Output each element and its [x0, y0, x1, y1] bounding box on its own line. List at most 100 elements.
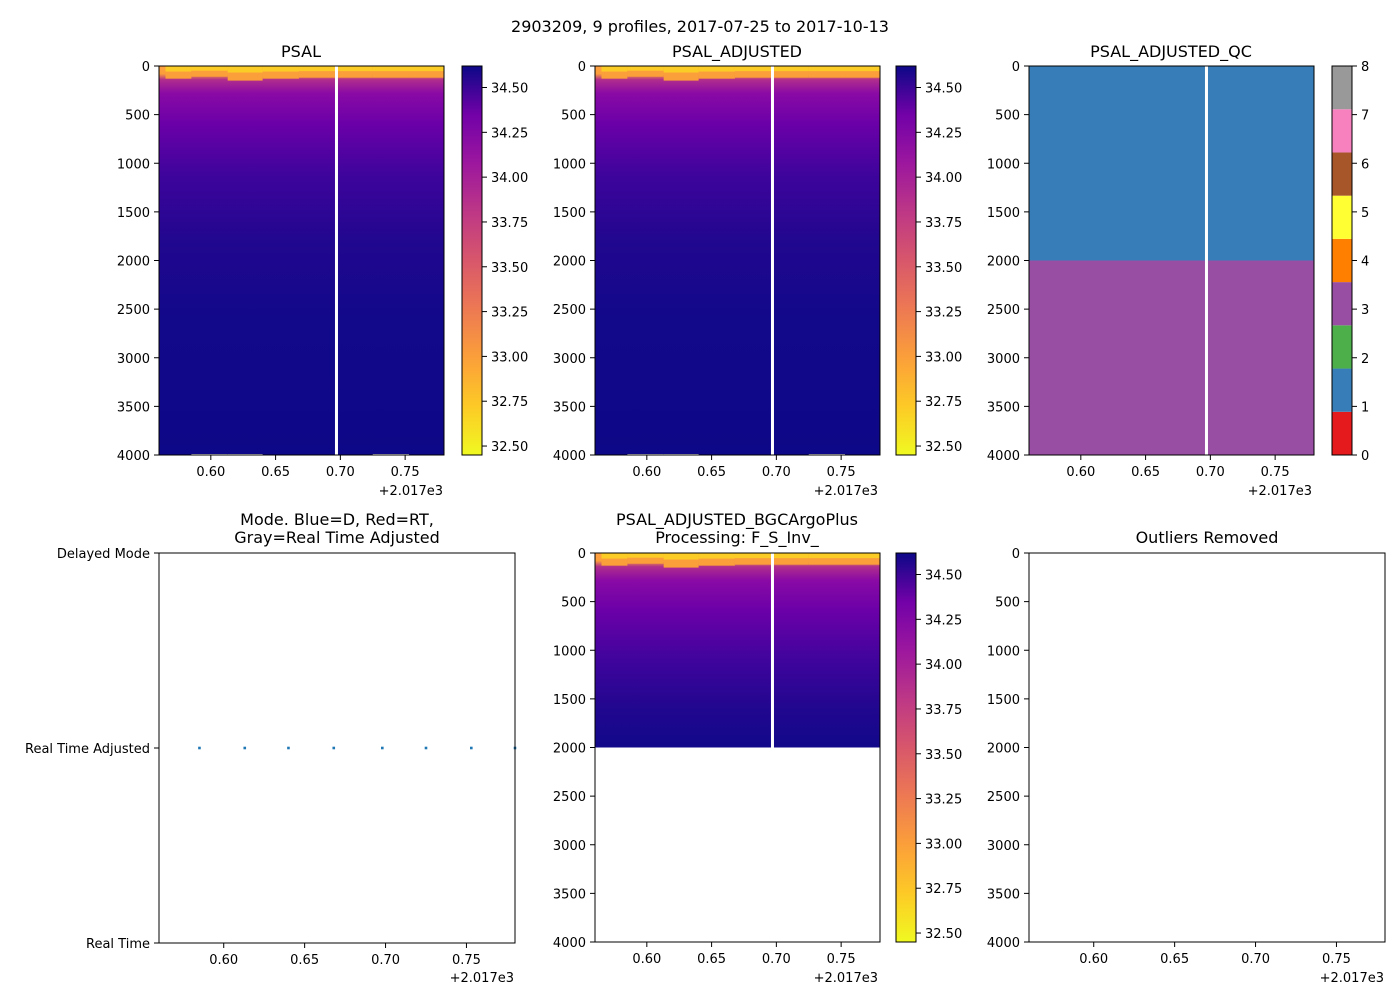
- panel-psal-ytick-label: 500: [125, 109, 150, 124]
- panel-psal-xtick-label: 0.65: [261, 465, 290, 480]
- panel-bgc-ytick-label: 3000: [553, 839, 586, 854]
- panel-bgc-heat-body: [595, 553, 880, 748]
- panel-bgc-missing-profile-gap: [770, 553, 774, 748]
- panel-psal-surface-top: [191, 66, 228, 71]
- panel-psal-qc-title: PSAL_ADJUSTED_QC: [1090, 42, 1252, 62]
- panel-bgc-surface-top: [845, 553, 880, 559]
- panel-bgc-cbar-tick-label: 34.00: [925, 658, 962, 673]
- panel-psal-adjusted-cbar-tick-label: 33.25: [925, 306, 962, 321]
- panel-psal-title: PSAL: [281, 42, 321, 61]
- panel-psal-adjusted-xoffset: +2.017e3: [814, 484, 878, 499]
- panel-bgc-ytick-label: 0: [578, 547, 586, 562]
- panel-psal-qc-cbar-block: [1332, 411, 1352, 455]
- panel-psal-qc-cbar-block: [1332, 238, 1352, 283]
- panel-bgc-xtick-label: 0.60: [632, 952, 661, 967]
- panel-psal-surface-band: [227, 72, 263, 81]
- panel-mode-point: [243, 746, 247, 750]
- panel-psal-cbar-tick-label: 34.25: [491, 126, 528, 141]
- panel-bgc-xtick-label: 0.65: [697, 952, 726, 967]
- panel-bgc-cbar-tick-label: 33.00: [925, 837, 962, 852]
- panel-psal-qc-colorbar-ticks: 0 1 2 3 4 5 6 7 8: [1352, 60, 1369, 464]
- panel-bgc-title-line1: PSAL_ADJUSTED_BGCArgoPlus: [616, 510, 858, 530]
- panel-psal-qc-cbar-tick-label: 3: [1361, 303, 1369, 318]
- panel-bgc-ytick-label: 4000: [553, 936, 586, 951]
- panel-psal-qc-ytick-label: 2000: [987, 255, 1020, 270]
- panel-psal-adjusted-cbar-tick-label: 34.00: [925, 171, 962, 186]
- panel-bgc-ytick-label: 500: [561, 596, 586, 611]
- panel-bgc-colorbar: 32.50 32.75 33.00 33.25 33.50 33.75 34.00 34.25…: [895, 552, 962, 943]
- panel-psal-qc-cbar-block: [1332, 66, 1352, 110]
- panel-mode-point: [424, 746, 428, 750]
- panel-psal-adjusted-ytick-label: 3000: [553, 352, 586, 367]
- panel-bgc-surface-band: [808, 558, 846, 565]
- panel-mode-point: [332, 746, 336, 750]
- panel-bgc-cbar-tick-label: 33.50: [925, 748, 962, 763]
- panel-psal-qc-xtick-label: 0.65: [1131, 465, 1160, 480]
- panel-psal-qc-cbar-block: [1332, 325, 1352, 369]
- panel-bgc-surface-top: [773, 553, 809, 559]
- panel-bgc-surface-band: [627, 557, 664, 564]
- panel-psal-qc-xtick-label: 0.70: [1196, 465, 1225, 480]
- panel-psal-adjusted-surface-top: [845, 66, 880, 72]
- panel-psal-adjusted-colorbar-ticks: 32.50 32.75 33.00 33.25 33.50 33.75 34.00 34.25…: [916, 82, 962, 455]
- panel-outliers-xticks: 0.60 0.65 0.70 0.75: [1079, 942, 1351, 967]
- panel-mode-ytick-label: Real Time: [86, 937, 150, 952]
- panel-mode-yticks: Real Time Real Time Adjusted Delayed Mode: [25, 547, 159, 952]
- panel-psal-adjusted-surface-top: [601, 66, 628, 72]
- panel-psal-qc-plot: [1029, 66, 1314, 455]
- panel-psal-adjusted-surface-band: [601, 71, 628, 79]
- panel-bgc-ytick-label: 3500: [553, 887, 586, 902]
- panel-psal-qc-ytick-label: 500: [995, 109, 1020, 124]
- panel-psal-adjusted-ytick-label: 1000: [553, 157, 586, 172]
- panel-mode-ytick-label: Delayed Mode: [57, 547, 150, 562]
- panel-psal-xticks: 0.60 0.65 0.70 0.75: [196, 455, 420, 480]
- panel-outliers-xoffset: +2.017e3: [1320, 971, 1384, 986]
- panel-mode-plot: [198, 746, 517, 750]
- panel-psal-colorbar: 32.50 32.75 33.00 33.25 33.50 33.75 34.00 34.25…: [461, 65, 528, 456]
- panel-psal-adjusted-surface-band: [734, 71, 774, 78]
- panel-psal-adjusted-colorbar-fill: [895, 65, 917, 456]
- panel-psal-adjusted-surface-band: [773, 71, 809, 78]
- panel-psal-colorbar-ticks: 32.50 32.75 33.00 33.25 33.50 33.75 34.00 34.25…: [482, 82, 528, 455]
- panel-outliers-xtick-label: 0.65: [1160, 952, 1189, 967]
- panel-psal-adjusted-cbar-tick-label: 33.75: [925, 216, 962, 231]
- panel-mode-point: [287, 746, 290, 750]
- panel-psal-adjusted-surface-top: [808, 66, 846, 72]
- panel-bgc-yticks: 0 500 1000 1500 2000 2500 3000 3500 4000: [553, 547, 595, 951]
- panel-psal-qc-cbar-tick-label: 5: [1361, 206, 1369, 221]
- panel-outliers-ytick-label: 3000: [987, 839, 1020, 854]
- panel-psal-qc-cbar-block: [1332, 195, 1352, 239]
- figure-suptitle: 2903209, 9 profiles, 2017-07-25 to 2017-…: [511, 17, 889, 36]
- panel-psal-adjusted-xtick-label: 0.75: [827, 465, 856, 480]
- panel-bgc-surface-top: [808, 553, 846, 559]
- panel-psal-adjusted-surface-top: [734, 66, 774, 72]
- panel-bgc-ytick-label: 1000: [553, 644, 586, 659]
- panel-psal-adjusted-surface-top: [663, 66, 699, 73]
- panel-bgc-cbar-tick-label: 32.50: [925, 927, 962, 942]
- panel-psal-ytick-label: 1500: [117, 206, 150, 221]
- panel-mode-point: [470, 746, 473, 750]
- panel-psal-qc-xoffset: +2.017e3: [1248, 484, 1312, 499]
- panel-psal-adjusted-xtick-label: 0.65: [697, 465, 726, 480]
- panel-mode-point: [198, 746, 201, 750]
- panel-psal-adjusted-surface-band: [845, 71, 880, 78]
- panel-psal-cbar-tick-label: 32.75: [491, 395, 528, 410]
- panel-psal-qc-ytick-label: 4000: [987, 449, 1020, 464]
- panel-psal-qc-ytick-label: 3000: [987, 352, 1020, 367]
- panel-psal-qc: PSAL_ADJUSTED_QC 0.60 0.65 0.70 0.75 050010…: [987, 42, 1369, 499]
- panel-outliers-ytick-label: 500: [995, 596, 1020, 611]
- panel-psal-ytick-label: 3000: [117, 352, 150, 367]
- panel-psal-qc-ytick-label: 3500: [987, 400, 1020, 415]
- panel-psal-plot: [159, 66, 444, 455]
- panel-psal-adjusted-cbar-tick-label: 34.25: [925, 126, 962, 141]
- panel-mode-xoffset: +2.017e3: [450, 971, 514, 986]
- panel-psal-surface-top: [409, 66, 444, 72]
- panel-bgc-surface-band: [663, 559, 699, 568]
- panel-bgc: PSAL_ADJUSTED_BGCArgoPlus Processing: F_…: [553, 510, 962, 986]
- panel-outliers-xtick-label: 0.75: [1322, 952, 1351, 967]
- panel-psal-adjusted-ytick-label: 4000: [553, 449, 586, 464]
- panel-psal-surface-band: [298, 71, 338, 78]
- panel-psal-surface-band: [409, 71, 444, 78]
- panel-psal-adjusted-yticks: 0 500 1000 1500 2000 2500 3000 3500 4000: [553, 60, 595, 464]
- panel-bgc-ytick-label: 2000: [553, 742, 586, 757]
